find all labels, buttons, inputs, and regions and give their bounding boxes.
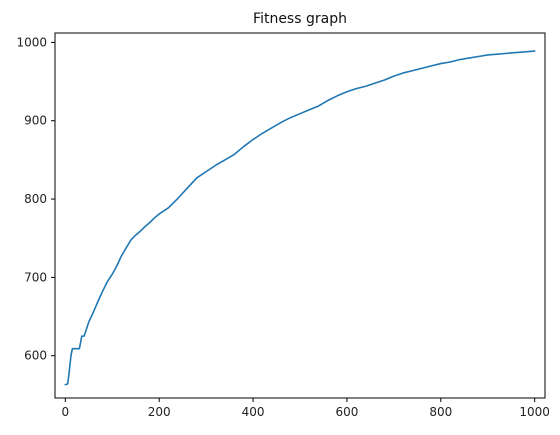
plot-frame <box>54 32 546 399</box>
x-tick-label: 800 <box>429 405 452 419</box>
x-tick-label: 0 <box>62 405 70 419</box>
y-tick-label: 1000 <box>16 35 47 49</box>
fitness-series-line <box>64 50 536 386</box>
x-tick-label: 1000 <box>519 405 550 419</box>
x-axis-ticks: 0 200 400 600 800 1000 <box>62 398 550 419</box>
y-tick-label: 800 <box>24 192 47 206</box>
y-axis-ticks: 600 700 800 900 1000 <box>16 35 55 363</box>
y-tick-label: 700 <box>24 270 47 284</box>
x-tick-label: 400 <box>242 405 265 419</box>
chart-title: Fitness graph <box>253 11 347 27</box>
y-tick-label: 600 <box>24 349 47 363</box>
y-tick-label: 900 <box>24 114 47 128</box>
x-tick-label: 600 <box>335 405 358 419</box>
x-tick-label: 200 <box>148 405 171 419</box>
